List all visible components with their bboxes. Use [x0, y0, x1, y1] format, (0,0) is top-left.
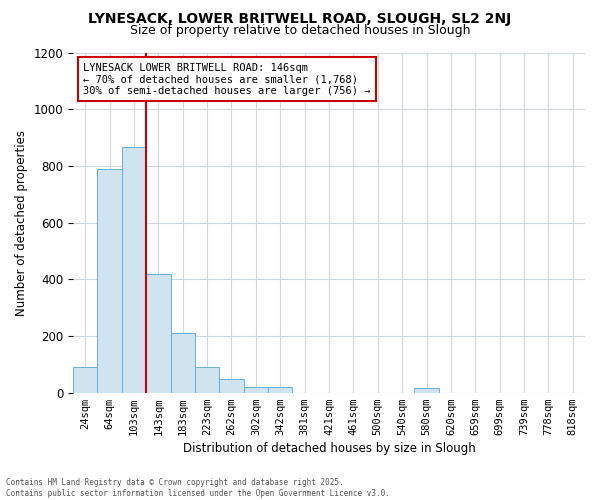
Bar: [220, 378, 244, 392]
Text: Contains HM Land Registry data © Crown copyright and database right 2025.
Contai: Contains HM Land Registry data © Crown c…: [6, 478, 390, 498]
Bar: [244, 387, 268, 392]
Bar: [97, 168, 122, 392]
Bar: [170, 333, 195, 392]
Y-axis label: Number of detached properties: Number of detached properties: [15, 130, 28, 316]
Bar: [415, 388, 439, 392]
Bar: [268, 387, 292, 392]
Bar: [122, 148, 146, 392]
Bar: [73, 367, 97, 392]
X-axis label: Distribution of detached houses by size in Slough: Distribution of detached houses by size …: [182, 442, 475, 455]
Bar: [146, 274, 170, 392]
Text: LYNESACK, LOWER BRITWELL ROAD, SLOUGH, SL2 2NJ: LYNESACK, LOWER BRITWELL ROAD, SLOUGH, S…: [88, 12, 512, 26]
Bar: [195, 367, 220, 392]
Text: Size of property relative to detached houses in Slough: Size of property relative to detached ho…: [130, 24, 470, 37]
Text: LYNESACK LOWER BRITWELL ROAD: 146sqm
← 70% of detached houses are smaller (1,768: LYNESACK LOWER BRITWELL ROAD: 146sqm ← 7…: [83, 62, 371, 96]
